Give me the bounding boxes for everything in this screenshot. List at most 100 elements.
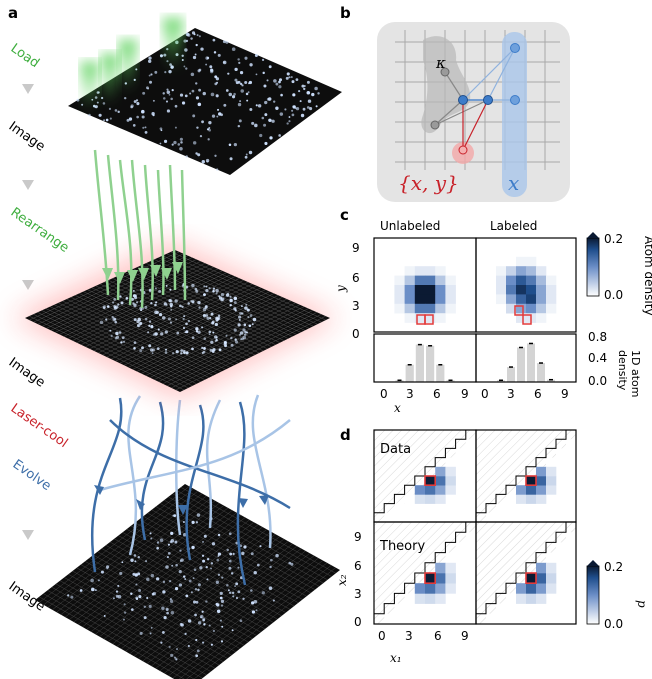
atom xyxy=(197,102,202,107)
atom xyxy=(209,317,212,320)
atom xyxy=(150,302,153,305)
atom xyxy=(220,297,225,302)
atom xyxy=(196,126,199,129)
atom xyxy=(202,559,206,563)
atom xyxy=(203,337,207,340)
atom xyxy=(173,514,177,518)
atom xyxy=(209,65,213,69)
atom xyxy=(205,56,209,60)
atom xyxy=(117,584,120,587)
heatmap-cell xyxy=(404,275,416,286)
atom xyxy=(273,100,276,103)
atom xyxy=(222,40,226,44)
atom xyxy=(115,594,119,598)
atom xyxy=(161,606,165,611)
bar xyxy=(537,363,545,382)
atom xyxy=(114,320,118,324)
atom xyxy=(261,591,265,595)
heatmap-cell xyxy=(496,275,507,286)
atom xyxy=(204,306,207,310)
atom xyxy=(237,102,242,107)
atom xyxy=(170,97,173,101)
atom xyxy=(160,641,163,644)
atom xyxy=(218,348,222,352)
heatmap-cell xyxy=(516,294,527,305)
atom xyxy=(150,573,155,578)
atom xyxy=(103,119,105,122)
atom xyxy=(164,71,167,74)
step-arrows xyxy=(22,84,34,540)
heatmap-cell xyxy=(435,275,446,286)
atom xyxy=(233,92,236,96)
atom xyxy=(230,336,233,340)
atom xyxy=(239,331,244,335)
atom xyxy=(121,561,124,564)
heatmap-cell xyxy=(425,303,436,314)
atom xyxy=(251,121,255,125)
atom xyxy=(234,338,237,341)
atom xyxy=(174,299,178,303)
atom xyxy=(165,565,169,569)
atom xyxy=(147,59,152,63)
evolve-arrows xyxy=(90,394,291,586)
atom xyxy=(67,594,70,597)
grid-line xyxy=(170,251,326,321)
heatmap-cell xyxy=(516,494,527,504)
heatmap-cell xyxy=(445,573,456,584)
atom xyxy=(243,323,247,327)
atom xyxy=(196,649,200,653)
evolve-arrowheads xyxy=(94,485,269,515)
atom xyxy=(135,583,138,586)
atom xyxy=(150,325,154,329)
atom xyxy=(259,545,262,548)
atom xyxy=(191,347,194,351)
atom xyxy=(106,305,110,308)
atom xyxy=(226,548,229,552)
atom xyxy=(251,610,256,614)
c-x-ticks: 0 3 6 9 0 3 6 9 xyxy=(380,387,569,401)
atom xyxy=(156,541,160,544)
atom xyxy=(205,314,209,317)
heatmap-cell xyxy=(526,303,537,314)
atom xyxy=(235,81,239,85)
c-bar-ylabel-line2: density xyxy=(616,350,629,391)
atom xyxy=(148,604,152,608)
atom xyxy=(191,520,195,524)
heatmap-cell xyxy=(536,294,547,305)
atom xyxy=(233,307,237,311)
atom xyxy=(279,78,283,82)
c-xtick-3b: 3 xyxy=(507,387,515,401)
atom xyxy=(94,589,97,592)
heatmap-cell xyxy=(435,583,446,594)
heatmap-cell xyxy=(425,266,436,276)
atom xyxy=(205,158,210,163)
atom xyxy=(291,109,294,112)
atom xyxy=(132,572,136,576)
d-ytick-0: 0 xyxy=(354,615,362,629)
atom xyxy=(309,107,313,111)
atom xyxy=(141,109,145,114)
atom xyxy=(225,334,228,337)
down-triangle-icon xyxy=(22,180,34,190)
atom xyxy=(261,58,265,62)
atom xyxy=(169,321,173,324)
atom xyxy=(264,141,268,146)
atom xyxy=(212,290,215,293)
bar xyxy=(527,343,535,382)
atom xyxy=(247,91,250,94)
atom xyxy=(278,80,281,84)
heatmap-cell xyxy=(516,583,527,594)
node-column-top xyxy=(510,43,520,53)
atom xyxy=(99,320,104,325)
atom xyxy=(162,590,166,594)
atom xyxy=(239,311,243,315)
atom xyxy=(216,317,220,321)
atom xyxy=(244,80,248,85)
atom xyxy=(195,96,200,100)
atom xyxy=(195,654,199,658)
atom xyxy=(195,327,199,331)
atom xyxy=(223,103,227,107)
heatmap-cell xyxy=(546,476,557,486)
atom xyxy=(119,571,123,576)
atom xyxy=(222,60,227,65)
